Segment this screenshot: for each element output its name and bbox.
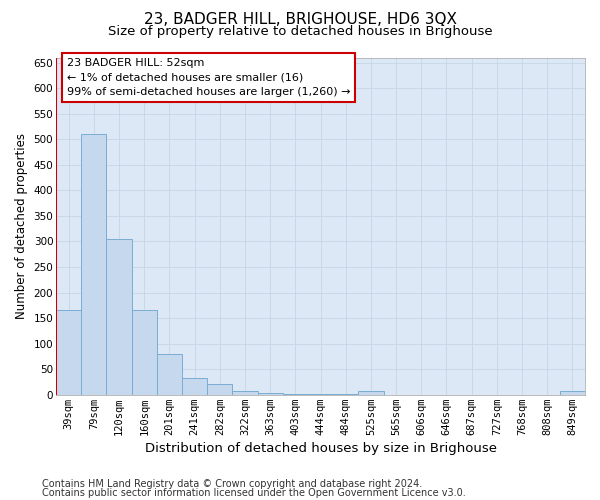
Bar — [333, 394, 358, 395]
Text: 23, BADGER HILL, BRIGHOUSE, HD6 3QX: 23, BADGER HILL, BRIGHOUSE, HD6 3QX — [143, 12, 457, 26]
Bar — [157, 354, 182, 395]
Bar — [81, 134, 106, 395]
Bar — [182, 378, 207, 395]
Text: 23 BADGER HILL: 52sqm
← 1% of detached houses are smaller (16)
99% of semi-detac: 23 BADGER HILL: 52sqm ← 1% of detached h… — [67, 58, 350, 97]
Bar — [56, 310, 81, 395]
Text: Contains public sector information licensed under the Open Government Licence v3: Contains public sector information licen… — [42, 488, 466, 498]
Text: Size of property relative to detached houses in Brighouse: Size of property relative to detached ho… — [107, 25, 493, 38]
Bar — [207, 384, 232, 395]
Bar — [560, 391, 585, 395]
Y-axis label: Number of detached properties: Number of detached properties — [15, 133, 28, 319]
Bar — [257, 392, 283, 395]
Bar — [106, 239, 131, 395]
Bar — [131, 310, 157, 395]
Bar — [308, 394, 333, 395]
Bar — [358, 391, 383, 395]
Bar — [232, 391, 257, 395]
X-axis label: Distribution of detached houses by size in Brighouse: Distribution of detached houses by size … — [145, 442, 497, 455]
Text: Contains HM Land Registry data © Crown copyright and database right 2024.: Contains HM Land Registry data © Crown c… — [42, 479, 422, 489]
Bar — [283, 394, 308, 395]
